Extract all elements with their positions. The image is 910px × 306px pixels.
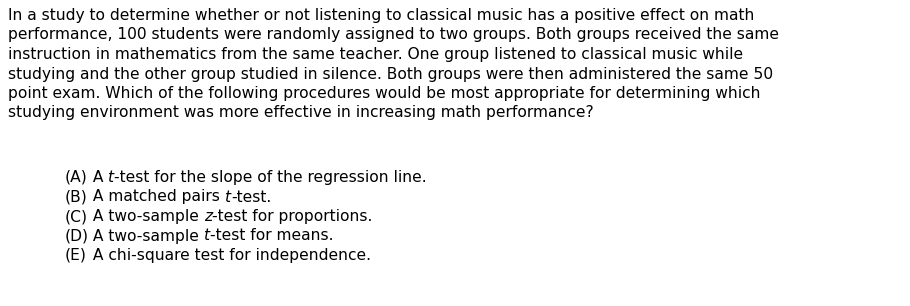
Text: t: t xyxy=(204,229,210,244)
Text: instruction in mathematics from the same teacher. One group listened to classica: instruction in mathematics from the same… xyxy=(8,47,743,62)
Text: (D): (D) xyxy=(65,229,89,244)
Text: (C): (C) xyxy=(65,209,88,224)
Text: (A): (A) xyxy=(65,170,87,185)
Text: z: z xyxy=(204,209,212,224)
Text: studying and the other group studied in silence. Both groups were then administe: studying and the other group studied in … xyxy=(8,66,774,81)
Text: (B): (B) xyxy=(65,189,87,204)
Text: -test for means.: -test for means. xyxy=(210,229,333,244)
Text: studying environment was more effective in increasing math performance?: studying environment was more effective … xyxy=(8,106,593,121)
Text: A two-sample: A two-sample xyxy=(88,209,204,224)
Text: -test.: -test. xyxy=(231,189,271,204)
Text: (E): (E) xyxy=(65,248,86,263)
Text: A: A xyxy=(88,170,108,185)
Text: t: t xyxy=(225,189,231,204)
Text: A two-sample: A two-sample xyxy=(88,229,204,244)
Text: t: t xyxy=(108,170,115,185)
Text: -test for the slope of the regression line.: -test for the slope of the regression li… xyxy=(115,170,427,185)
Text: A chi-square test for independence.: A chi-square test for independence. xyxy=(88,248,371,263)
Text: performance, 100 students were randomly assigned to two groups. Both groups rece: performance, 100 students were randomly … xyxy=(8,28,779,43)
Text: -test for proportions.: -test for proportions. xyxy=(212,209,372,224)
Text: A matched pairs: A matched pairs xyxy=(88,189,225,204)
Text: point exam. Which of the following procedures would be most appropriate for dete: point exam. Which of the following proce… xyxy=(8,86,761,101)
Text: In a study to determine whether or not listening to classical music has a positi: In a study to determine whether or not l… xyxy=(8,8,754,23)
